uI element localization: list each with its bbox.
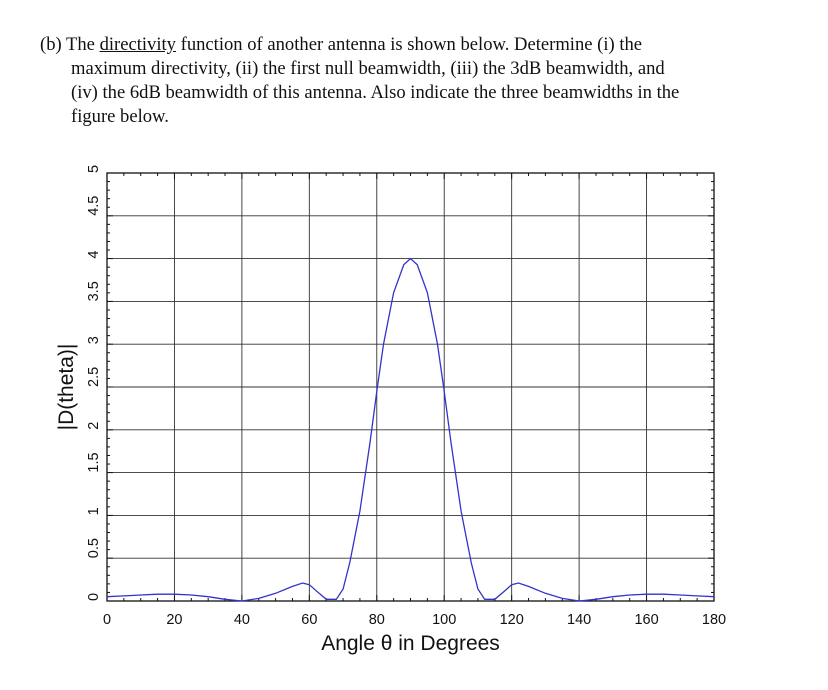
y-tick-label: 3.5 — [86, 281, 102, 301]
y-tick-label: 5 — [86, 165, 102, 173]
tick-marks — [106, 172, 715, 602]
question-text: (b) The directivity function of another … — [40, 33, 800, 129]
y-tick-labels: 0 0.5 1 1.5 2 2.5 3 3.5 4 4.5 5 — [86, 165, 102, 601]
x-tick-label: 140 — [567, 612, 591, 628]
x-tick-label: 0 — [103, 612, 111, 628]
plot-frame — [106, 172, 715, 602]
y-tick-label: 4 — [86, 251, 102, 259]
y-tick-label: 1 — [86, 507, 102, 515]
x-tick-label: 120 — [500, 612, 524, 628]
x-tick-label: 60 — [301, 612, 317, 628]
y-tick-label: 3 — [86, 336, 102, 344]
question-line-2: maximum directivity, (ii) the first null… — [71, 58, 665, 79]
x-tick-label: 20 — [166, 612, 182, 628]
question-text-rest: function of another antenna is shown bel… — [175, 34, 643, 55]
y-tick-label: 1.5 — [86, 452, 102, 472]
x-tick-label: 40 — [234, 612, 250, 628]
y-tick-label: 2 — [86, 422, 102, 430]
question-line-3: (iv) the 6dB beamwidth of this antenna. … — [71, 82, 680, 103]
x-tick-label: 160 — [634, 612, 658, 628]
y-tick-label: 0 — [86, 593, 102, 601]
y-axis-title: |D(theta)| — [55, 344, 78, 431]
question-line-4: figure below. — [71, 106, 169, 127]
question-label: (b) — [40, 34, 62, 55]
underlined-term: directivity — [99, 34, 176, 55]
x-tick-label: 80 — [369, 612, 385, 628]
directivity-curve — [106, 257, 715, 602]
grid-lines — [106, 172, 715, 602]
x-tick-label: 100 — [432, 612, 456, 628]
x-tick-labels: 0 20 40 60 80 100 120 140 160 180 — [103, 612, 726, 628]
question-text-start: The — [66, 34, 100, 55]
y-tick-label: 0.5 — [86, 538, 102, 558]
x-tick-label: 180 — [702, 612, 726, 628]
y-tick-label: 4.5 — [86, 196, 102, 216]
y-tick-label: 2.5 — [86, 367, 102, 387]
x-axis-title: Angle θ in Degrees — [321, 632, 500, 655]
question-line-1: (b) The directivity function of another … — [40, 33, 800, 57]
